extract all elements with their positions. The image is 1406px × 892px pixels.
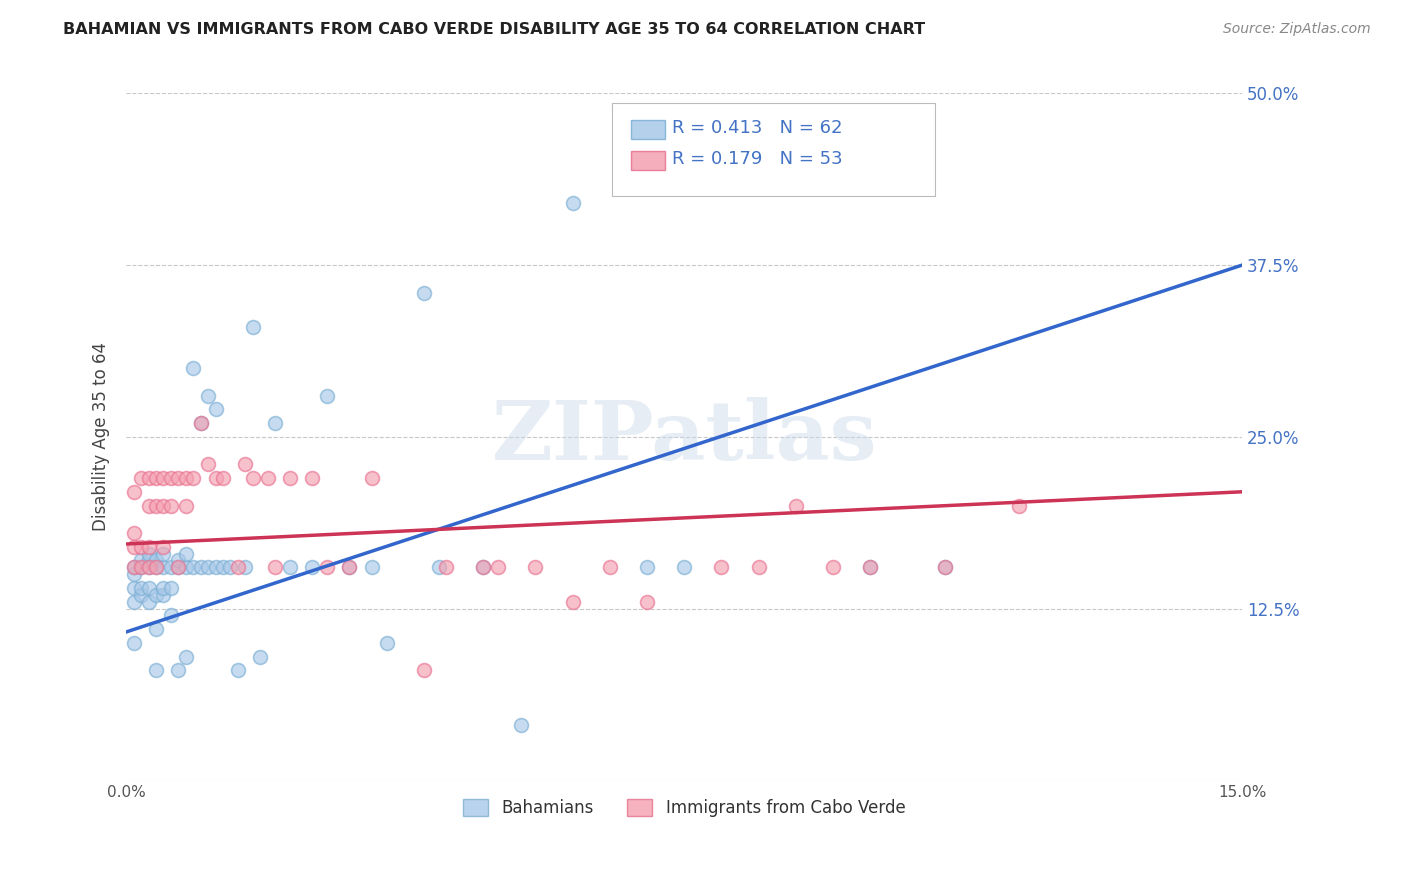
Text: BAHAMIAN VS IMMIGRANTS FROM CABO VERDE DISABILITY AGE 35 TO 64 CORRELATION CHART: BAHAMIAN VS IMMIGRANTS FROM CABO VERDE D… <box>63 22 925 37</box>
Text: R = 0.179   N = 53: R = 0.179 N = 53 <box>672 150 842 168</box>
Text: R = 0.413   N = 62: R = 0.413 N = 62 <box>672 119 842 136</box>
Text: ZIPatlas: ZIPatlas <box>492 397 877 477</box>
Legend: Bahamians, Immigrants from Cabo Verde: Bahamians, Immigrants from Cabo Verde <box>457 792 912 823</box>
Y-axis label: Disability Age 35 to 64: Disability Age 35 to 64 <box>93 343 110 532</box>
Text: Source: ZipAtlas.com: Source: ZipAtlas.com <box>1223 22 1371 37</box>
